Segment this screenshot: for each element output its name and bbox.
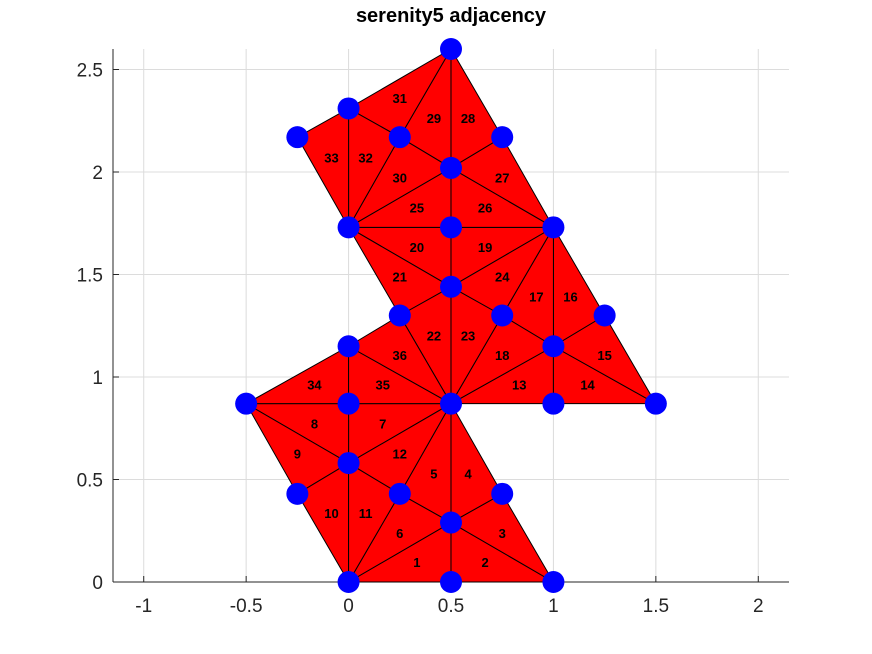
mesh-node bbox=[337, 216, 360, 239]
triangle-label: 33 bbox=[324, 151, 338, 166]
mesh-node bbox=[491, 304, 514, 327]
triangle-label: 2 bbox=[482, 555, 489, 570]
mesh-node bbox=[440, 38, 462, 60]
mesh-triangle bbox=[296, 107, 350, 230]
triangle-label: 31 bbox=[393, 91, 407, 106]
mesh-node bbox=[440, 275, 462, 298]
triangle-label: 32 bbox=[358, 151, 372, 166]
y-tick-label: 1.5 bbox=[77, 266, 103, 287]
triangle-label: 23 bbox=[461, 328, 475, 343]
mesh-node bbox=[286, 126, 309, 149]
triangle-label: 19 bbox=[478, 240, 492, 255]
triangle-label: 10 bbox=[324, 506, 338, 521]
x-tick-label: 0 bbox=[343, 596, 354, 617]
triangle-label: 22 bbox=[427, 328, 441, 343]
mesh-node bbox=[388, 304, 411, 327]
triangle-label: 15 bbox=[597, 348, 611, 363]
triangle-label: 14 bbox=[580, 378, 595, 393]
triangle-label: 1 bbox=[413, 555, 420, 570]
x-tick-label: -0.5 bbox=[230, 596, 263, 617]
x-tick-label: 1 bbox=[548, 596, 559, 617]
triangle-label: 7 bbox=[379, 416, 386, 431]
mesh-node bbox=[235, 392, 258, 415]
y-tick-label: 2 bbox=[92, 163, 103, 184]
mesh-node bbox=[593, 304, 616, 327]
mesh-node bbox=[440, 392, 462, 415]
triangle-label: 4 bbox=[464, 466, 472, 481]
triangle-label: 26 bbox=[478, 201, 492, 216]
mesh-node bbox=[491, 482, 514, 505]
triangle-label: 27 bbox=[495, 170, 509, 185]
triangle-label: 13 bbox=[512, 378, 526, 393]
triangle-label: 9 bbox=[294, 447, 301, 462]
mesh-triangle bbox=[347, 402, 453, 495]
mesh-node bbox=[337, 392, 360, 415]
x-tick-label: -1 bbox=[135, 596, 152, 617]
mesh-node bbox=[542, 216, 565, 239]
tick-labels: -1 -0.5 0 0.5 1 1.5 200.511.522.5 bbox=[77, 61, 764, 618]
mesh-node bbox=[440, 156, 462, 179]
triangle-label: 30 bbox=[393, 170, 407, 185]
mesh-triangle bbox=[347, 314, 453, 405]
mesh-nodes bbox=[235, 38, 667, 593]
triangle-label: 21 bbox=[393, 270, 407, 285]
triangle-label: 17 bbox=[529, 289, 543, 304]
triangle-label: 12 bbox=[393, 447, 407, 462]
triangle-label: 5 bbox=[430, 466, 437, 481]
triangle-label: 34 bbox=[307, 378, 322, 393]
mesh-node bbox=[644, 392, 667, 415]
triangle-label: 24 bbox=[495, 270, 510, 285]
y-tick-label: 2.5 bbox=[77, 61, 103, 82]
mesh-node bbox=[388, 126, 411, 149]
y-tick-label: 1 bbox=[92, 368, 103, 389]
x-tick-label: 0.5 bbox=[438, 596, 464, 617]
mesh-node bbox=[542, 392, 565, 415]
x-tick-label: 2 bbox=[753, 596, 764, 617]
mesh-node bbox=[542, 335, 565, 358]
triangle-label: 8 bbox=[311, 416, 318, 431]
triangle-label: 36 bbox=[393, 348, 407, 363]
mesh-triangle bbox=[449, 225, 555, 317]
mesh-node bbox=[440, 216, 462, 239]
triangle-label: 11 bbox=[359, 506, 373, 521]
mesh-node bbox=[337, 97, 360, 120]
triangle-label: 20 bbox=[410, 240, 424, 255]
x-tick-label: 1.5 bbox=[643, 596, 669, 617]
triangle-label: 25 bbox=[410, 201, 424, 216]
triangle-label: 35 bbox=[375, 378, 389, 393]
triangle-label: 3 bbox=[499, 526, 506, 541]
chart-title: serenity5 adjacency bbox=[356, 5, 547, 27]
mesh-node bbox=[337, 335, 360, 358]
mesh-node bbox=[388, 482, 411, 505]
triangle-label: 29 bbox=[427, 111, 441, 126]
mesh-node bbox=[440, 571, 462, 593]
mesh-node bbox=[491, 126, 514, 149]
y-tick-label: 0.5 bbox=[77, 471, 103, 492]
triangle-label: 18 bbox=[495, 348, 509, 363]
mesh-node bbox=[337, 452, 360, 475]
triangle-label: 28 bbox=[461, 111, 475, 126]
mesh-node bbox=[286, 482, 309, 505]
mesh-node bbox=[542, 571, 565, 593]
triangle-label: 16 bbox=[563, 289, 577, 304]
mesh-node bbox=[440, 511, 462, 534]
mesh-node bbox=[337, 571, 360, 593]
triangle-label: 6 bbox=[396, 526, 403, 541]
y-tick-label: 0 bbox=[92, 573, 103, 594]
